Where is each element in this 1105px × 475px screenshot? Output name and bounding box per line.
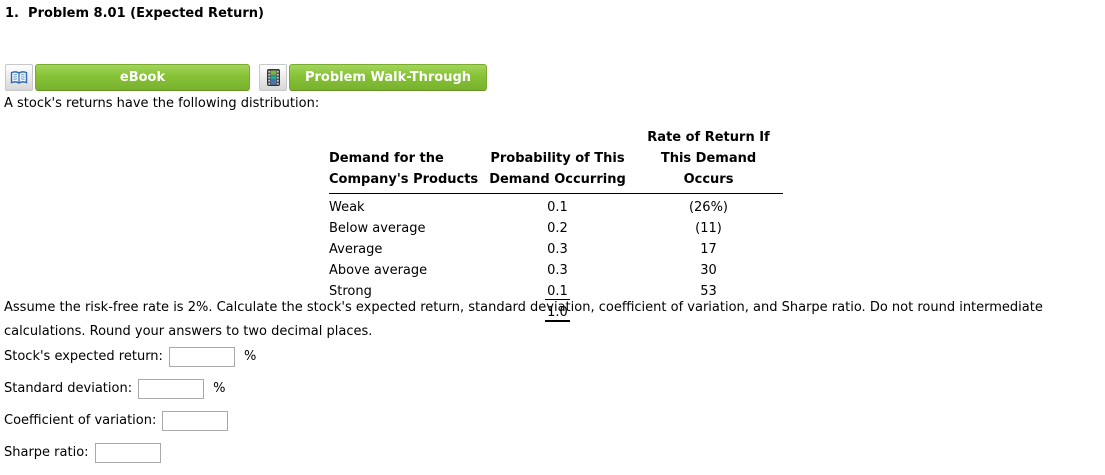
answer-row-expected-return: Stock's expected return: % [4,346,256,367]
table-row: Strong 0.1 53 [329,284,717,300]
standard-deviation-label: Standard deviation: [4,381,133,396]
ebook-button[interactable]: eBook [35,64,250,91]
expected-return-input[interactable] [168,346,235,367]
standard-deviation-suffix: % [213,381,226,396]
answer-row-standard-deviation: Standard deviation: % [4,378,256,399]
answer-row-coefficient-of-variation: Coefficient of variation: [4,410,256,431]
table-header-row: Demand for the Company's Products Probab… [329,127,783,194]
expected-return-label: Stock's expected return: [4,349,163,364]
probability-total: 1.0 [545,305,570,322]
standard-deviation-input[interactable] [138,378,205,399]
column-header-rate: Rate of Return If This Demand Occurs [634,127,783,194]
book-icon[interactable] [5,64,33,91]
sharpe-ratio-label: Sharpe ratio: [4,445,89,460]
probability-sum-underline: 0.1 [545,284,570,300]
ebook-button-group: eBook [5,64,250,91]
column-header-probability: Probability of This Demand Occurring [481,127,634,194]
page-title: 1. Problem 8.01 (Expected Return) [5,6,264,21]
answer-fields: Stock's expected return: % Standard devi… [4,346,256,474]
column-header-demand: Demand for the Company's Products [329,127,481,194]
toolbar: eBook Pr [5,64,487,91]
coefficient-of-variation-input[interactable] [162,410,229,431]
coefficient-of-variation-label: Coefficient of variation: [4,413,157,428]
distribution-table: Demand for the Company's Products Probab… [329,127,783,323]
expected-return-suffix: % [243,349,257,364]
table-total-row: 1.0 [329,302,783,323]
table-row: Average 0.3 17 [329,242,717,257]
sharpe-ratio-input[interactable] [94,442,161,463]
film-strip-icon[interactable] [259,64,287,91]
intro-text: A stock's returns have the following dis… [4,96,320,111]
answer-row-sharpe-ratio: Sharpe ratio: [4,442,256,463]
table-row: Weak 0.1 (26%) [329,200,729,215]
walkthrough-button-group: Problem Walk-Through [259,64,487,91]
table-row: Above average 0.3 30 [329,263,717,278]
instructions-text: Assume the risk-free rate is 2%. Calcula… [4,300,1043,339]
walkthrough-button[interactable]: Problem Walk-Through [289,64,487,91]
table-row: Below average 0.2 (11) [329,221,722,236]
